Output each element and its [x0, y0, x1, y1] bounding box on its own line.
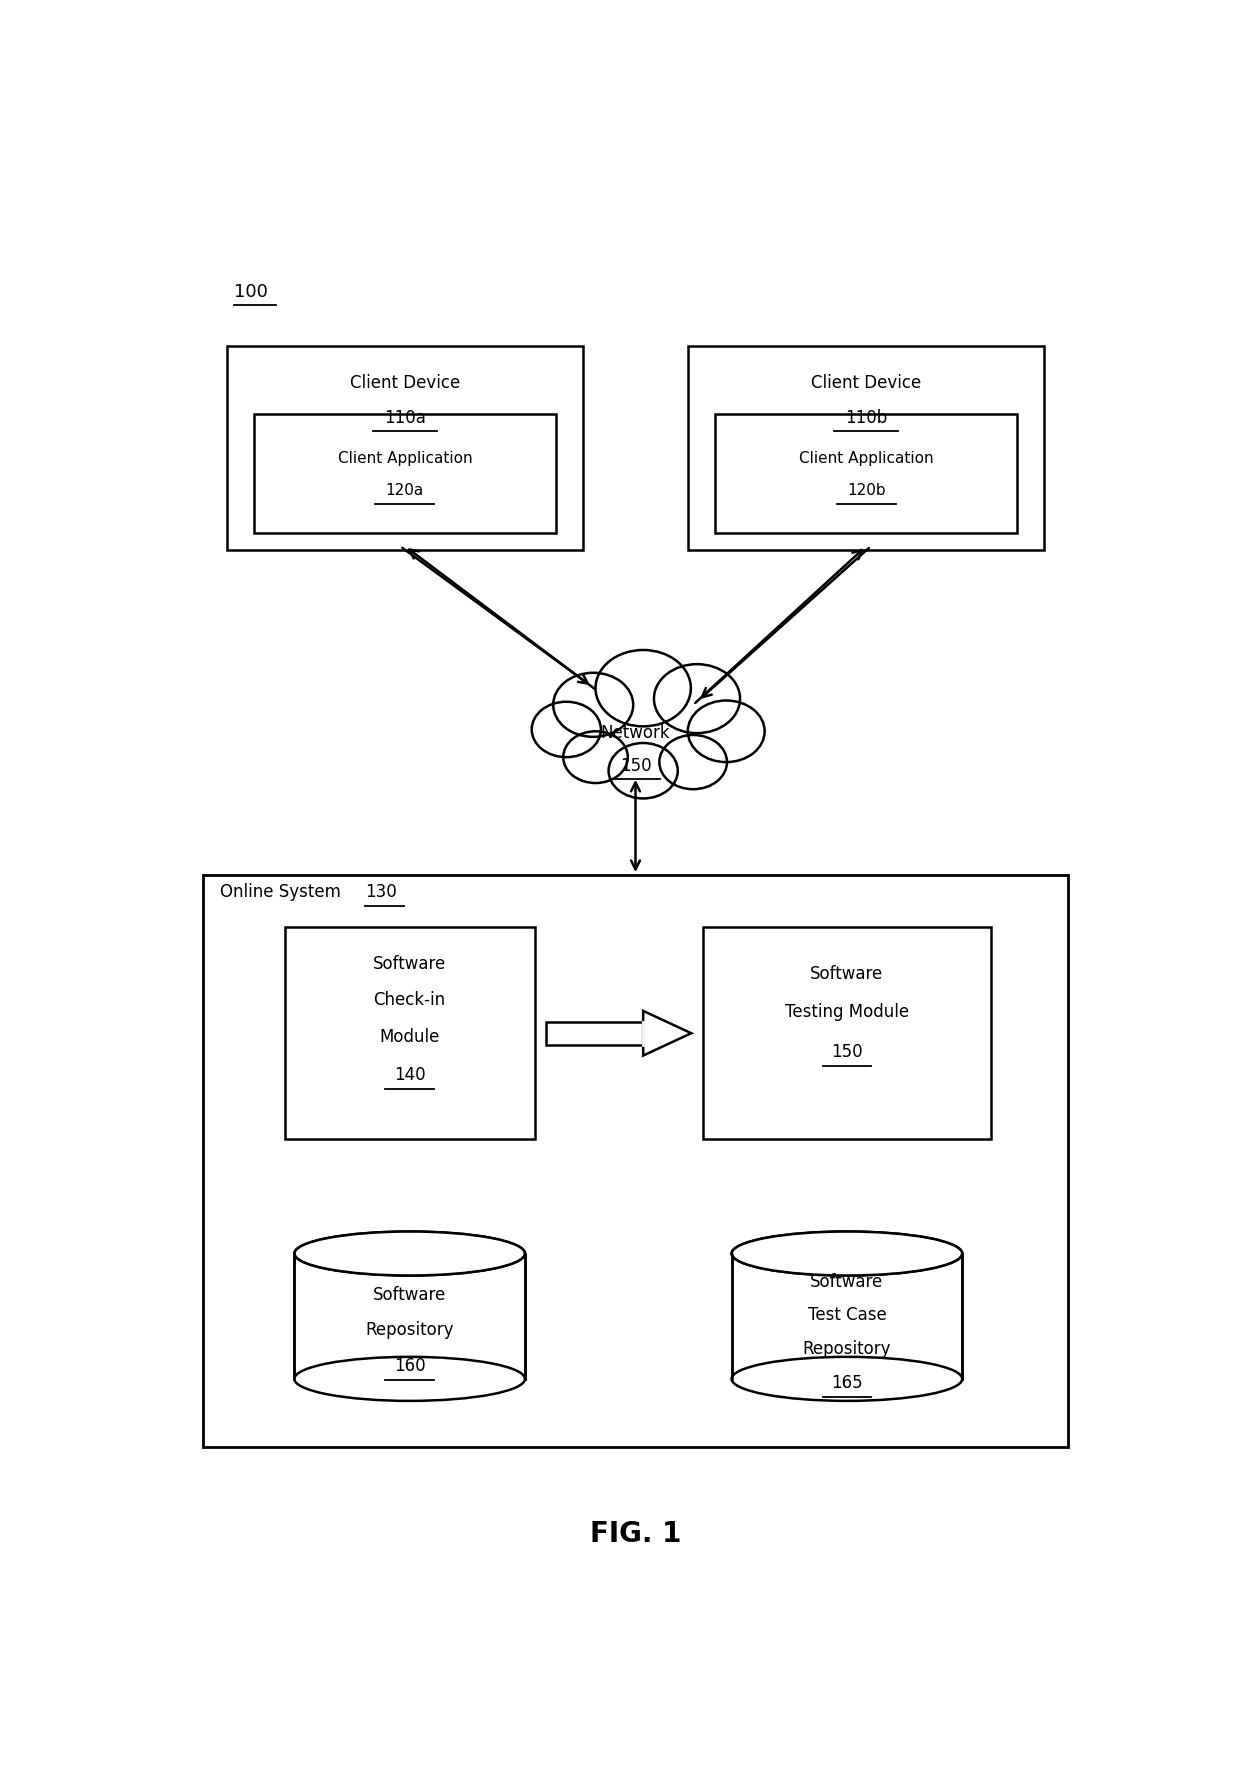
Text: 150: 150 — [831, 1043, 863, 1061]
Text: Check-in: Check-in — [373, 991, 445, 1009]
Ellipse shape — [294, 1357, 525, 1400]
Bar — [715, 414, 1017, 532]
Ellipse shape — [294, 1232, 525, 1275]
Bar — [203, 875, 1068, 1447]
Text: Software: Software — [810, 1273, 884, 1291]
Text: Client Application: Client Application — [799, 450, 934, 466]
Text: Software: Software — [373, 1286, 446, 1304]
Text: Software: Software — [373, 956, 446, 973]
Text: Software: Software — [810, 964, 884, 982]
Text: 165: 165 — [831, 1373, 863, 1391]
Bar — [732, 1254, 962, 1400]
Circle shape — [532, 702, 601, 757]
Ellipse shape — [732, 1232, 962, 1275]
Text: 160: 160 — [394, 1357, 425, 1375]
Ellipse shape — [734, 1232, 960, 1275]
Circle shape — [688, 700, 765, 763]
Bar — [546, 1022, 644, 1045]
Circle shape — [660, 736, 727, 789]
Bar — [703, 927, 991, 1139]
Circle shape — [553, 673, 634, 738]
Text: 150: 150 — [620, 757, 651, 775]
Ellipse shape — [732, 1357, 962, 1400]
Text: Online System: Online System — [221, 882, 346, 900]
Text: Repository: Repository — [366, 1322, 454, 1340]
Polygon shape — [644, 1011, 691, 1056]
Text: Client Application: Client Application — [337, 450, 472, 466]
Text: Repository: Repository — [802, 1340, 892, 1357]
Bar — [227, 346, 583, 550]
Text: 100: 100 — [234, 284, 268, 302]
Text: 140: 140 — [394, 1066, 425, 1084]
Text: Module: Module — [379, 1027, 440, 1045]
Circle shape — [595, 650, 691, 727]
Bar — [254, 414, 556, 532]
Text: 120b: 120b — [847, 482, 885, 498]
Bar — [285, 927, 534, 1139]
Text: 110b: 110b — [844, 409, 888, 427]
Text: 130: 130 — [366, 882, 397, 900]
Text: Client Device: Client Device — [811, 373, 921, 391]
Bar — [294, 1254, 525, 1400]
Ellipse shape — [296, 1232, 523, 1275]
Text: Network: Network — [600, 723, 671, 741]
Text: FIG. 1: FIG. 1 — [590, 1520, 681, 1548]
Circle shape — [563, 730, 627, 782]
Text: Client Device: Client Device — [350, 373, 460, 391]
Bar — [688, 346, 1044, 550]
Text: 120a: 120a — [386, 482, 424, 498]
Circle shape — [653, 664, 740, 732]
Text: Test Case: Test Case — [807, 1306, 887, 1323]
Text: 110a: 110a — [384, 409, 425, 427]
Circle shape — [609, 743, 678, 798]
Text: Testing Module: Testing Module — [785, 1004, 909, 1022]
